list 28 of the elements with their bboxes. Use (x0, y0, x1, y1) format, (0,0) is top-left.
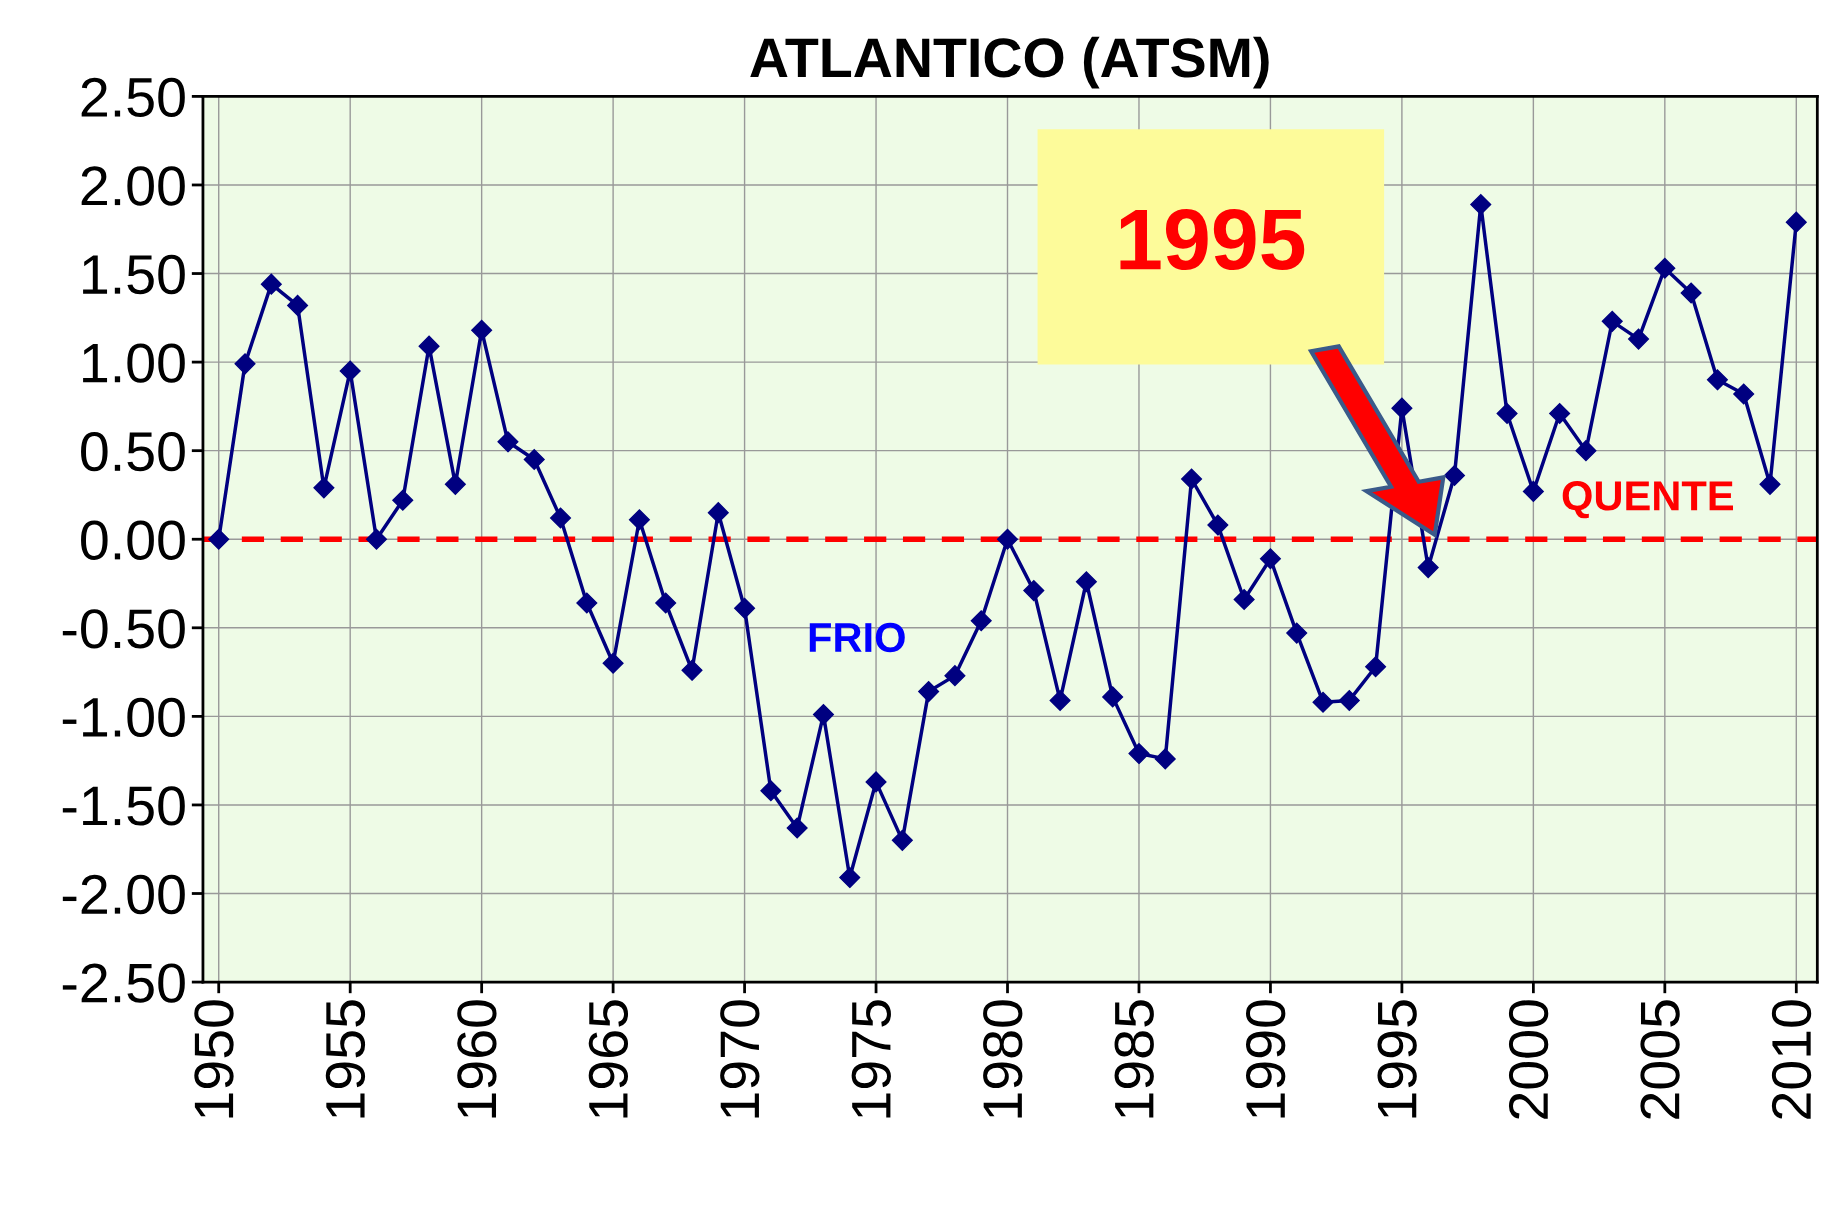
x-tick-label: 1950 (194, 1000, 234, 1118)
x-tick-label: 1975 (851, 1000, 891, 1118)
y-tick-label: -0.50 (62, 609, 185, 649)
y-tick-label: -2.00 (62, 874, 185, 915)
y-tick-label: 1.00 (83, 343, 185, 383)
annotation: QUENTE (1562, 481, 1733, 519)
x-tick-label: 2005 (1640, 1000, 1680, 1119)
annotation: 1995 (1120, 209, 1305, 271)
chart-title: ATLANTICO (ATSM) (750, 36, 1269, 89)
x-tick-label: 1960 (457, 1000, 497, 1118)
annotation: FRIO (809, 622, 905, 653)
y-tick-label: 1.50 (83, 254, 185, 295)
y-tick-label: -2.50 (62, 963, 185, 1003)
x-tick-label: 2010 (1771, 1000, 1812, 1119)
x-tick-label: 1995 (1377, 1000, 1417, 1118)
y-tick-label: 2.50 (81, 77, 185, 118)
x-tick-label: 1990 (1246, 1000, 1286, 1118)
x-tick-label: 2000 (1508, 1000, 1549, 1119)
y-tick-label: -1.50 (62, 786, 185, 826)
x-tick-label: 1980 (983, 1000, 1023, 1118)
x-tick-label: 1985 (1114, 1000, 1154, 1118)
x-tick-label: 1970 (720, 1000, 760, 1118)
x-tick-label: 1955 (325, 1000, 366, 1118)
y-tick-label: 0.50 (81, 432, 185, 472)
x-tick-label: 1965 (588, 1000, 629, 1118)
y-tick-label: -1.00 (62, 697, 185, 738)
y-tick-label: 0.00 (81, 520, 185, 560)
y-tick-label: 2.00 (81, 166, 185, 206)
